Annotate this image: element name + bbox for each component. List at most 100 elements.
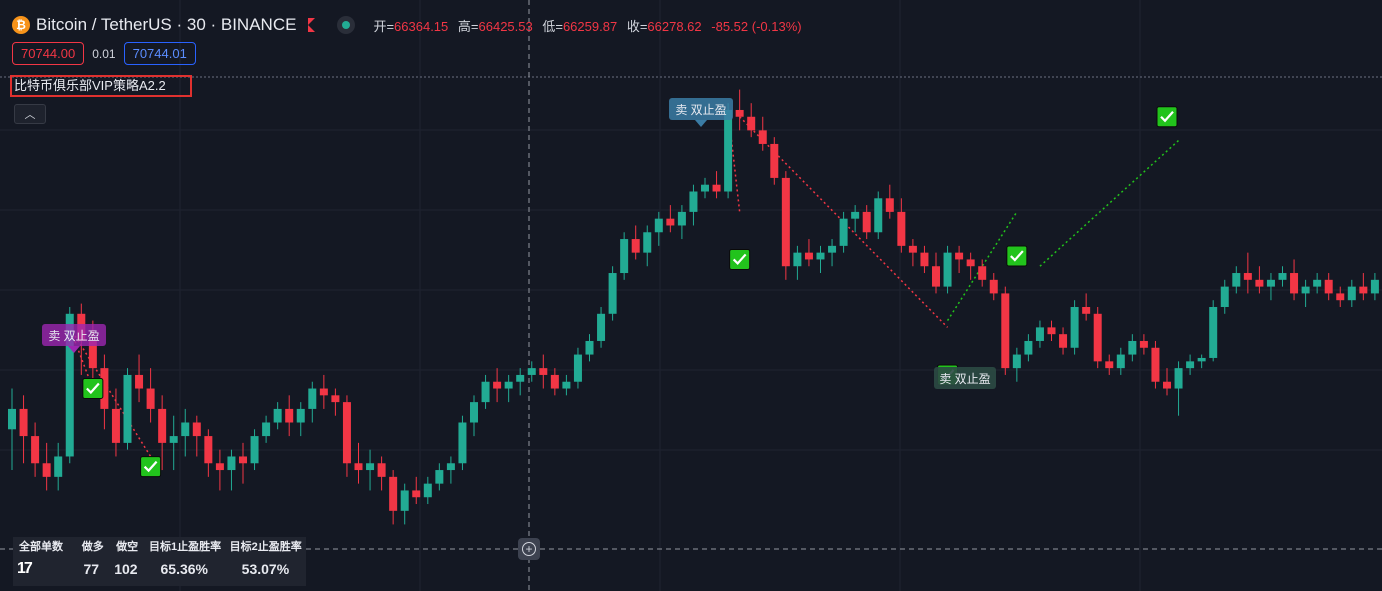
candle-body-104	[1209, 307, 1218, 358]
candle-body-34	[400, 490, 409, 511]
trade-prices: 70744.00 0.01 70744.01	[12, 42, 196, 65]
candle-body-5	[65, 313, 74, 457]
stats-target1-value: 65.36%	[160, 561, 208, 577]
candle-body-108	[1255, 279, 1264, 287]
candle-body-117	[1359, 286, 1368, 294]
add-crosshair-button[interactable]: +	[518, 538, 540, 560]
stats-short-value: 102	[114, 561, 138, 577]
stats-value-row: 17 77 102 65.36% 53.07%	[13, 554, 306, 584]
candles	[8, 89, 1379, 525]
candle-body-101	[1174, 368, 1183, 389]
candle-body-66	[770, 143, 779, 178]
candle-body-81	[943, 252, 952, 287]
stats-header-target1: 目标1止盈胜率	[149, 540, 222, 553]
candle-body-75	[874, 198, 883, 233]
take-profit-6-box	[1156, 106, 1178, 128]
market-status-icon[interactable]	[337, 16, 356, 34]
candle-body-85	[989, 279, 998, 294]
buy-path-2	[1039, 139, 1180, 267]
take-profit-5-check-icon	[1010, 250, 1024, 262]
change-value: -85.52 (-0.13%)	[711, 18, 802, 34]
candle-body-98	[1139, 340, 1148, 348]
symbol-title[interactable]: Bitcoin / TetherUS · 30 · BINANCE	[36, 15, 297, 34]
tradingview-logo-icon[interactable]: 17	[17, 560, 33, 577]
high-label: 高=	[457, 18, 479, 34]
candle-body-50	[585, 340, 594, 355]
candle-body-12	[146, 388, 155, 409]
take-profit-3-box	[729, 248, 751, 270]
candle-body-78	[908, 245, 917, 253]
candle-body-1	[19, 408, 28, 437]
candle-body-92	[1070, 307, 1079, 348]
candle-body-77	[897, 211, 906, 246]
candle-body-40	[470, 402, 478, 423]
sell-price-button[interactable]: 70744.00	[12, 42, 85, 65]
candle-body-22	[262, 422, 271, 437]
candle-body-35	[412, 490, 421, 498]
candle-body-20	[239, 456, 247, 464]
candle-body-19	[227, 456, 236, 471]
candle-body-31	[366, 463, 375, 471]
candle-body-107	[1243, 273, 1252, 280]
buy-path-1	[946, 211, 1018, 321]
candle-body-41	[481, 381, 490, 403]
candle-body-2	[31, 436, 40, 464]
candle-body-74	[862, 211, 871, 233]
candle-body-97	[1128, 340, 1137, 355]
candle-body-100	[1163, 381, 1171, 389]
candle-body-99	[1151, 347, 1160, 382]
candle-body-115	[1336, 293, 1345, 301]
stats-header-row: 全部单数 做多 做空 目标1止盈胜率 目标2止盈胜率	[13, 537, 306, 554]
candle-body-87	[1012, 354, 1021, 369]
flag-icon[interactable]	[308, 18, 316, 32]
candle-body-118	[1370, 279, 1379, 294]
candle-body-18	[215, 463, 224, 471]
take-profit-1-check-icon	[86, 382, 100, 395]
sell-path-2b	[739, 116, 949, 328]
candle-body-94	[1093, 313, 1102, 362]
candle-body-25	[296, 408, 305, 423]
sell-signal-2-text: 卖 双止盈	[675, 103, 726, 117]
candle-body-11	[135, 374, 144, 389]
candle-body-79	[920, 252, 929, 267]
sell-signal-3-text: 卖 双止盈	[939, 372, 990, 386]
spread-value: 0.01	[92, 46, 116, 61]
candle-body-37	[435, 470, 444, 484]
high-value: 66425.53	[478, 18, 533, 34]
take-profit-6-check-icon	[1160, 111, 1174, 123]
candle-body-72	[839, 218, 848, 246]
candle-body-28	[331, 395, 340, 403]
candle-body-88	[1024, 340, 1033, 355]
close-label: 收=	[626, 18, 648, 34]
chart-header: ₿ Bitcoin / TetherUS · 30 · BINANCE 开=66…	[12, 13, 802, 37]
candle-body-71	[828, 245, 837, 253]
sell-signal-2-bg	[669, 98, 733, 120]
candle-body-67	[781, 177, 790, 267]
candle-body-90	[1047, 327, 1056, 335]
candle-body-26	[308, 388, 317, 409]
sell-signal-2-pointer	[695, 120, 707, 127]
candle-body-61	[712, 184, 721, 192]
strategy-label[interactable]: 比特币俱乐部VIP策略A2.2	[10, 75, 192, 97]
candle-body-24	[285, 408, 294, 423]
candle-body-82	[955, 252, 964, 260]
candle-body-56	[654, 218, 663, 233]
candle-body-60	[701, 184, 709, 192]
sell-path-1a	[69, 326, 152, 457]
candle-body-111	[1290, 273, 1299, 294]
stats-header-short: 做空	[116, 540, 139, 553]
candle-body-68	[793, 252, 802, 267]
bitcoin-icon: ₿	[12, 16, 30, 34]
buy-price-button[interactable]: 70744.01	[123, 42, 196, 65]
stats-long-value: 77	[83, 561, 100, 577]
candle-body-93	[1082, 307, 1091, 314]
stats-target2-value: 53.07%	[241, 561, 290, 577]
close-value: 66278.62	[647, 18, 702, 34]
collapse-button[interactable]: ︿	[14, 104, 46, 124]
candle-body-21	[250, 436, 259, 464]
take-profit-5-box	[1006, 245, 1028, 267]
candle-body-59	[689, 191, 698, 212]
